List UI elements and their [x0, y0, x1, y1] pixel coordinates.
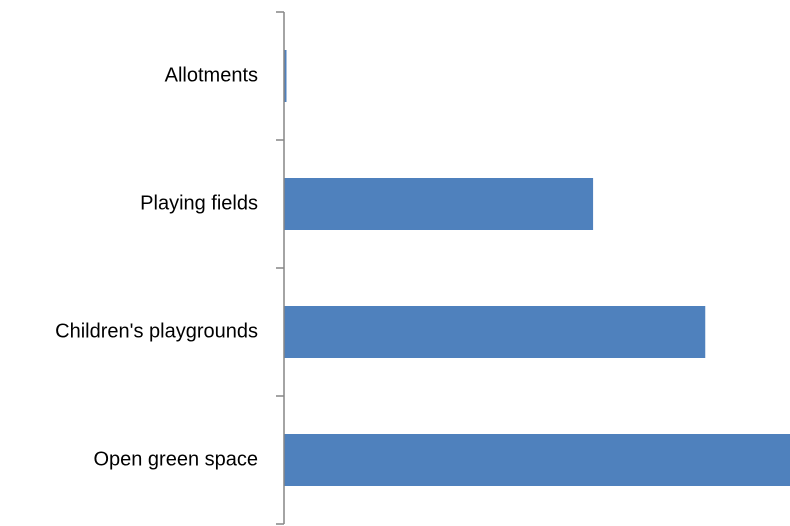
category-label-open-green-space: Open green space	[93, 448, 258, 470]
bars-group	[284, 50, 790, 486]
category-labels-group: Allotments Playing fields Children's playg…	[55, 64, 258, 470]
bar-allotments	[284, 50, 287, 102]
bar-open-green-space	[284, 434, 790, 486]
category-label-children-s-playgrounds: Children's playgrounds	[55, 320, 258, 342]
bar-playing-fields	[284, 178, 594, 230]
y-axis	[276, 11, 285, 525]
category-label-allotments: Allotments	[165, 64, 258, 86]
bar-children-s-playgrounds	[284, 306, 706, 358]
category-label-playing-fields: Playing fields	[140, 192, 258, 214]
